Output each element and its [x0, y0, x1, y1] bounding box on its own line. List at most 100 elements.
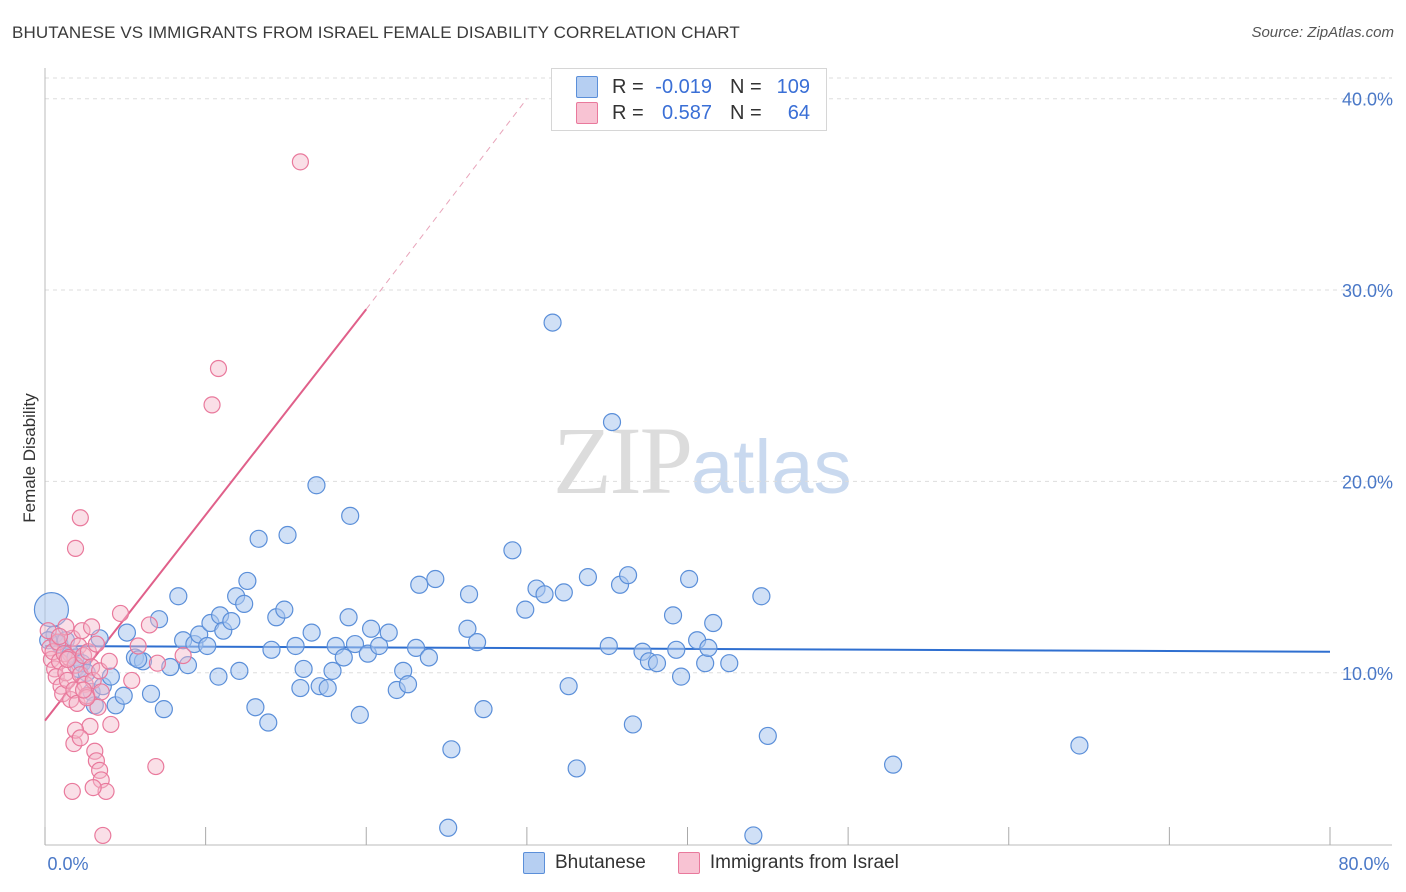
bhutanese-point	[129, 650, 148, 669]
y-tick-label: 10.0%	[1342, 664, 1393, 684]
bhutanese-point	[647, 654, 667, 673]
source-label: Source: ZipAtlas.com	[1251, 24, 1394, 41]
bhutanese-point	[230, 661, 249, 680]
bhutanese-point	[883, 755, 903, 774]
series-label-israel: Immigrants from Israel	[709, 852, 899, 873]
bhutanese-point	[535, 585, 554, 604]
israel-point	[111, 604, 130, 623]
bhutanese-point	[339, 608, 358, 627]
bhutanese-point	[238, 571, 257, 591]
bhutanese-point	[663, 606, 683, 625]
bhutanese-point	[262, 640, 281, 659]
series-legend-bhutanese[interactable]: Bhutanese	[523, 852, 646, 874]
bhutanese-point	[439, 818, 458, 837]
bhutanese-point	[567, 759, 586, 778]
israel-point	[123, 671, 141, 690]
bhutanese-point	[623, 715, 642, 734]
bhutanese-point	[361, 619, 381, 638]
series-swatch-pink	[677, 852, 700, 874]
series-legend: Bhutanese Immigrants from Israel	[523, 852, 931, 874]
bhutanese-point	[117, 623, 137, 642]
israel-point	[74, 681, 93, 699]
israel-point	[92, 683, 110, 701]
bhutanese-point	[459, 585, 479, 604]
tick-labels: 10.0% 20.0% 30.0% 40.0% 0.0% 80.0%	[47, 90, 1393, 874]
bhutanese-point	[696, 654, 715, 673]
bhutanese-point	[161, 657, 180, 677]
bhutanese-point	[559, 677, 578, 696]
bhutanese-point	[323, 661, 342, 680]
bhutanese-point	[667, 640, 686, 659]
israel-points	[39, 153, 309, 845]
legend-swatch-pink	[576, 102, 598, 124]
bhutanese-point	[578, 567, 598, 587]
y-tick-label: 20.0%	[1342, 472, 1393, 492]
bhutanese-point	[516, 600, 535, 619]
bhutanese-point	[154, 700, 173, 719]
bhutanese-point	[318, 678, 337, 698]
bhutanese-point	[599, 636, 618, 656]
x-tick-label-min: 0.0%	[47, 854, 88, 874]
israel-point	[94, 826, 112, 845]
legend-n-value: 109	[776, 75, 810, 98]
bhutanese-point	[398, 675, 418, 694]
series-legend-israel[interactable]: Immigrants from Israel	[677, 852, 899, 874]
bhutanese-point	[291, 678, 310, 698]
israel-point	[129, 637, 147, 655]
bhutanese-point	[543, 313, 562, 332]
israel-point	[97, 782, 115, 801]
watermark: ZIPatlas	[553, 405, 852, 516]
israel-point	[291, 153, 309, 171]
bhutanese-point	[379, 623, 398, 642]
israel-point	[50, 627, 69, 646]
bhutanese-point	[503, 541, 522, 560]
y-tick-label: 30.0%	[1342, 281, 1393, 301]
chart-title: BHUTANESE VS IMMIGRANTS FROM ISRAEL FEMA…	[12, 23, 740, 42]
bhutanese-trend-line	[44, 644, 1331, 653]
bhutanese-point	[752, 587, 771, 606]
israel-point	[71, 509, 89, 527]
bhutanese-point	[334, 648, 353, 667]
legend-n-label: N =	[730, 75, 762, 98]
israel-point	[58, 650, 77, 668]
bhutanese-point	[370, 636, 389, 656]
bhutanese-point	[554, 583, 573, 602]
bhutanese-point	[198, 636, 217, 656]
y-tick-label: 40.0%	[1342, 90, 1393, 110]
israel-point	[63, 782, 81, 801]
israel-point	[82, 658, 101, 676]
bhutanese-point	[101, 667, 120, 686]
correlation-legend: R = -0.019 N = 109 R = 0.587 N = 64	[551, 68, 827, 131]
bhutanese-point	[286, 636, 305, 656]
israel-trend-extension	[365, 98, 528, 310]
bhutanese-point	[406, 638, 426, 658]
legend-r-label: R =	[612, 75, 644, 98]
bhutanese-point	[474, 700, 493, 719]
legend-r-value: -0.019	[655, 75, 712, 98]
legend-r-label: R =	[612, 101, 644, 124]
bhutanese-point	[141, 684, 161, 703]
israel-point	[82, 618, 101, 636]
bhutanese-point	[744, 826, 763, 845]
bhutanese-point	[671, 667, 691, 686]
israel-point	[147, 757, 165, 776]
israel-point	[65, 734, 83, 753]
israel-point	[87, 635, 106, 653]
israel-point	[66, 539, 85, 557]
watermark-atlas: atlas	[691, 425, 852, 510]
bhutanese-point	[618, 566, 638, 585]
israel-point	[209, 359, 228, 378]
legend-r-value: 0.587	[661, 101, 712, 124]
legend-n-label: N =	[730, 101, 762, 124]
legend-row-israel: R = 0.587 N = 64	[576, 101, 810, 125]
bhutanese-point	[259, 713, 278, 732]
israel-point	[100, 652, 118, 670]
bhutanese-point	[294, 659, 313, 679]
bhutanese-point	[350, 705, 369, 724]
bhutanese-point	[114, 686, 133, 705]
bhutanese-points	[33, 313, 1089, 845]
bhutanese-point	[249, 529, 268, 548]
israel-point	[84, 778, 102, 797]
bhutanese-point	[758, 726, 777, 746]
bhutanese-point	[149, 610, 169, 629]
